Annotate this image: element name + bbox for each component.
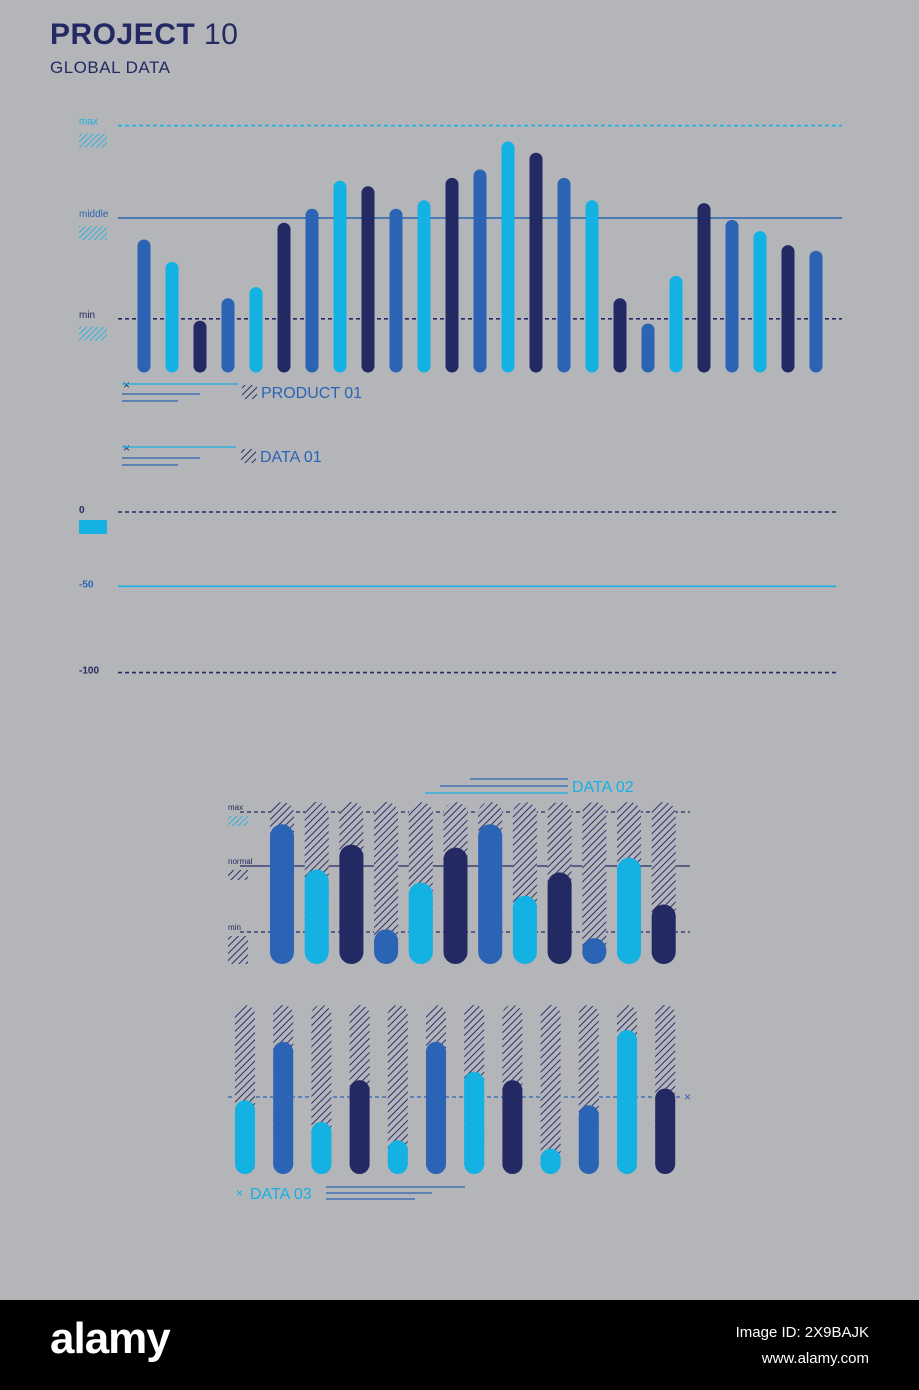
reference-x-icon: × bbox=[684, 1090, 691, 1104]
bar bbox=[339, 844, 364, 964]
bar bbox=[235, 1100, 255, 1174]
bar-track bbox=[582, 802, 607, 964]
bar bbox=[655, 1088, 676, 1174]
level-swatch-min bbox=[79, 326, 107, 341]
bar bbox=[408, 882, 433, 964]
bar bbox=[651, 904, 676, 964]
brand-logo: alamy bbox=[50, 1314, 171, 1363]
level-label-middle: middle bbox=[79, 209, 109, 220]
legend-x-icon: × bbox=[123, 378, 130, 392]
bar bbox=[443, 847, 468, 964]
bar bbox=[270, 824, 294, 964]
bar bbox=[617, 857, 641, 964]
zero-swatch bbox=[79, 520, 107, 534]
site-url: www.alamy.com bbox=[761, 1350, 869, 1367]
poster: PROJECT 10 GLOBAL DATA max middle mi bbox=[50, 18, 842, 1203]
bar bbox=[311, 1121, 332, 1174]
bar bbox=[617, 1030, 637, 1174]
data-03-chart: × × DATA 03 bbox=[228, 1005, 691, 1203]
bar bbox=[304, 869, 329, 964]
axis-tick-label: -50 bbox=[79, 579, 94, 590]
level-swatch-middle bbox=[79, 226, 107, 240]
level-swatch-min bbox=[228, 936, 248, 964]
bar-track bbox=[540, 1005, 561, 1174]
bar bbox=[547, 872, 572, 964]
bar bbox=[582, 938, 607, 964]
bar bbox=[426, 1041, 446, 1174]
bar bbox=[374, 929, 399, 964]
bar bbox=[478, 824, 503, 964]
bar-track bbox=[374, 802, 399, 964]
level-label-min: min bbox=[79, 310, 95, 321]
legend-x-icon: × bbox=[236, 1186, 243, 1200]
level-label-min: min bbox=[228, 923, 241, 932]
product-01-chart: max middle min × PRODUCT 01 bbox=[79, 117, 842, 402]
legend-label: DATA 02 bbox=[572, 779, 634, 796]
bar bbox=[512, 895, 537, 964]
level-label-max: max bbox=[228, 803, 243, 812]
infographic-charts: max middle min × PRODUCT 01 × DATA 01 0 -50 -100… bbox=[79, 117, 842, 1203]
legend-x-icon: × bbox=[123, 441, 130, 455]
legend-label: DATA 01 bbox=[260, 449, 322, 466]
level-swatch-max bbox=[228, 816, 248, 826]
image-id: Image ID: 2X9BAJK bbox=[735, 1324, 869, 1341]
level-swatch-normal bbox=[228, 870, 248, 880]
data-01-chart: × DATA 01 0 -50 -100 bbox=[79, 441, 836, 740]
legend-hatch-icon bbox=[241, 449, 256, 463]
legend-label: DATA 03 bbox=[250, 1186, 312, 1203]
legend-hatch-icon bbox=[242, 385, 257, 399]
bar bbox=[540, 1148, 561, 1174]
bar bbox=[502, 1080, 523, 1174]
bar-track bbox=[387, 1005, 408, 1174]
level-label-normal: normal bbox=[228, 857, 253, 866]
bar bbox=[273, 1041, 294, 1174]
bar bbox=[387, 1140, 408, 1174]
axis-tick-label: -100 bbox=[79, 666, 99, 677]
axis-tick-label: 0 bbox=[79, 505, 85, 516]
page-title: PROJECT 10 bbox=[50, 18, 239, 51]
legend-label: PRODUCT 01 bbox=[261, 385, 362, 402]
bar bbox=[349, 1080, 370, 1174]
bar bbox=[464, 1071, 485, 1174]
bar bbox=[578, 1105, 599, 1174]
footer-bar: alamy Image ID: 2X9BAJK www.alamy.com bbox=[0, 1300, 919, 1390]
level-label-max: max bbox=[79, 117, 98, 128]
data-02-chart: DATA 02 max normal min bbox=[228, 778, 690, 964]
page-subtitle: GLOBAL DATA bbox=[50, 58, 171, 77]
level-swatch-max bbox=[79, 133, 107, 148]
